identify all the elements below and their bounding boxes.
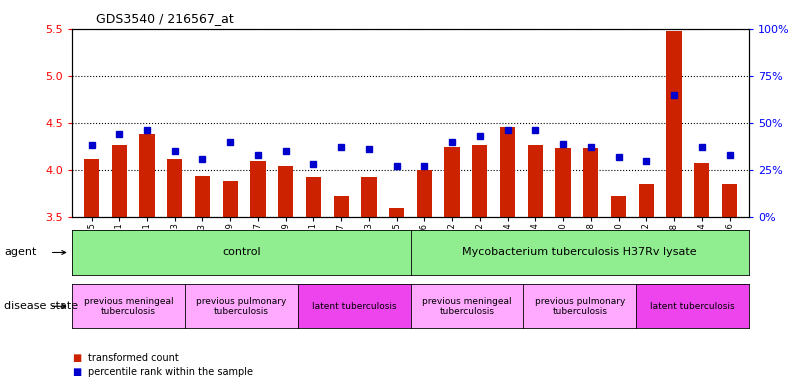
Text: transformed count: transformed count <box>88 353 179 363</box>
Bar <box>555 148 570 217</box>
Text: previous meningeal
tuberculosis: previous meningeal tuberculosis <box>83 296 173 316</box>
Bar <box>389 208 405 217</box>
Text: previous pulmonary
tuberculosis: previous pulmonary tuberculosis <box>196 296 287 316</box>
Bar <box>251 161 266 217</box>
Bar <box>306 177 321 217</box>
Text: previous pulmonary
tuberculosis: previous pulmonary tuberculosis <box>534 296 625 316</box>
Text: agent: agent <box>4 247 36 258</box>
Bar <box>417 170 432 217</box>
Text: ■: ■ <box>72 367 82 377</box>
Text: control: control <box>222 247 260 258</box>
Text: latent tuberculosis: latent tuberculosis <box>650 302 735 311</box>
Bar <box>583 148 598 217</box>
Bar <box>333 196 348 217</box>
Bar <box>111 144 127 217</box>
Bar <box>500 127 515 217</box>
Bar <box>195 175 210 217</box>
Bar <box>223 181 238 217</box>
Text: ■: ■ <box>72 353 82 363</box>
Bar <box>528 144 543 217</box>
Text: latent tuberculosis: latent tuberculosis <box>312 302 396 311</box>
Bar <box>722 184 737 217</box>
Text: previous meningeal
tuberculosis: previous meningeal tuberculosis <box>422 296 512 316</box>
Text: percentile rank within the sample: percentile rank within the sample <box>88 367 253 377</box>
Bar <box>84 159 99 217</box>
Bar <box>473 144 488 217</box>
Bar <box>361 177 376 217</box>
Bar <box>666 31 682 217</box>
Bar <box>278 166 293 217</box>
Bar <box>611 196 626 217</box>
Bar <box>694 163 710 217</box>
Text: Mycobacterium tuberculosis H37Rv lysate: Mycobacterium tuberculosis H37Rv lysate <box>462 247 697 258</box>
Bar <box>445 147 460 217</box>
Text: disease state: disease state <box>4 301 78 311</box>
Bar <box>139 134 155 217</box>
Text: GDS3540 / 216567_at: GDS3540 / 216567_at <box>96 12 234 25</box>
Bar <box>167 159 183 217</box>
Bar <box>638 184 654 217</box>
